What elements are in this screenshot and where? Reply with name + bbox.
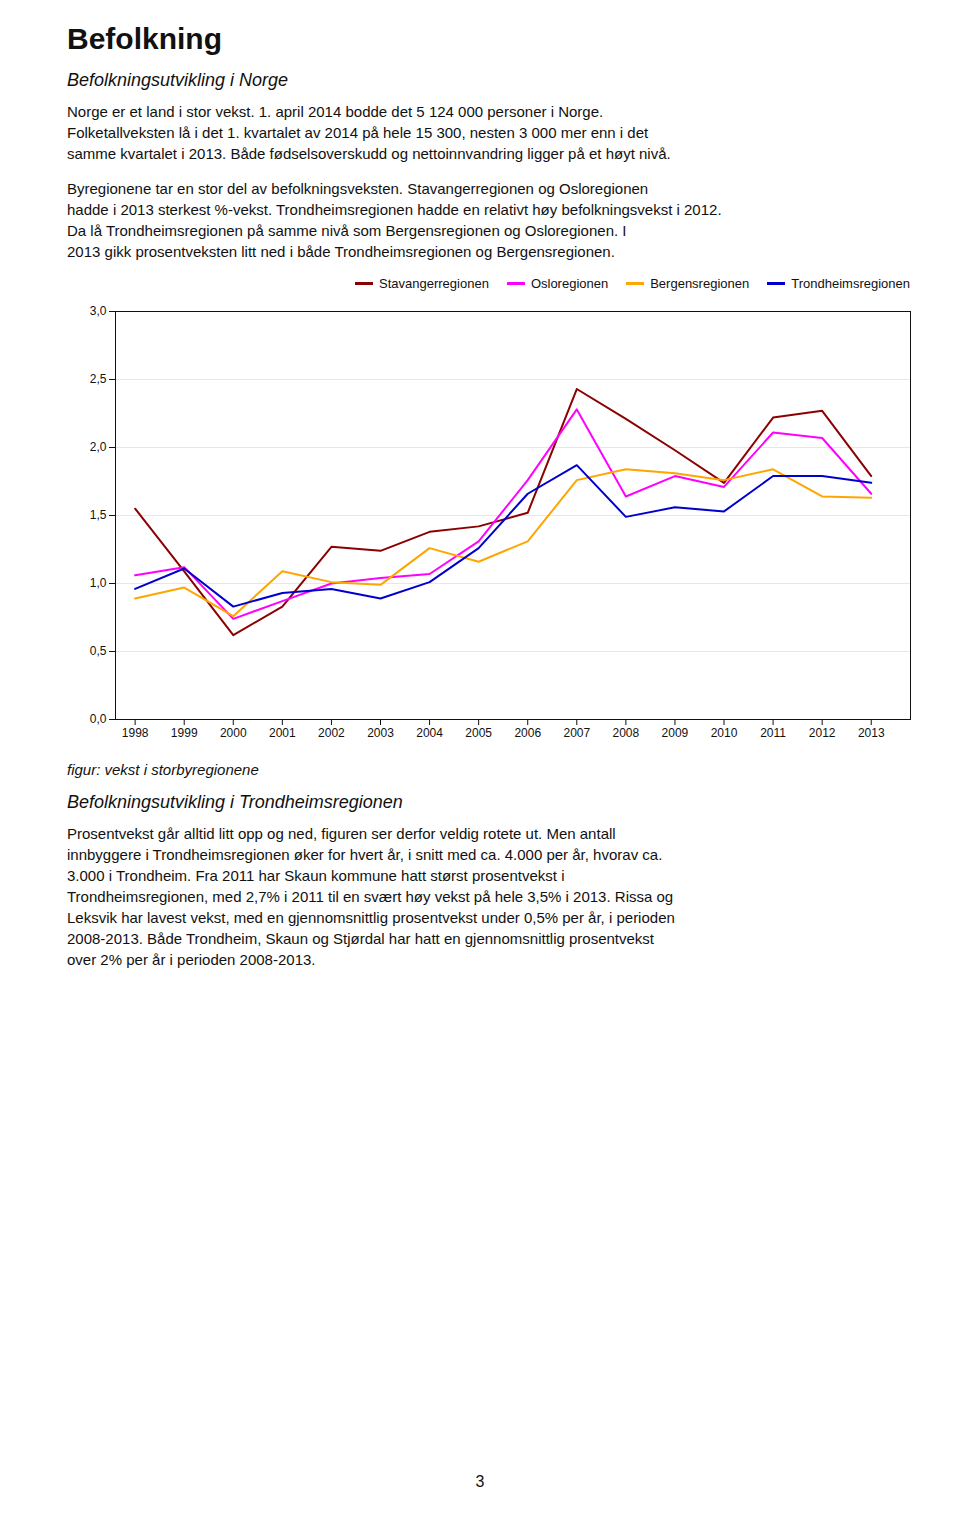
svg-text:2,5: 2,5 bbox=[90, 372, 107, 386]
html-text:Byregionene tar en stor del av: Byregionene tar en stor del av befolknin… bbox=[67, 180, 649, 197]
svg-text:0,0: 0,0 bbox=[90, 712, 107, 726]
svg-text:2010: 2010 bbox=[711, 726, 738, 740]
html-text:2013 gikk prosentveksten litt: 2013 gikk prosentveksten litt ned i både… bbox=[67, 243, 615, 260]
svg-text:0,5: 0,5 bbox=[90, 644, 107, 658]
svg-text:2013: 2013 bbox=[858, 726, 885, 740]
svg-text:2000: 2000 bbox=[220, 726, 247, 740]
svg-text:2003: 2003 bbox=[367, 726, 394, 740]
html-text:Da lå Trondheimsregionen på sa: Da lå Trondheimsregionen på samme nivå s… bbox=[67, 222, 627, 239]
svg-text:2001: 2001 bbox=[269, 726, 296, 740]
svg-text:3,0: 3,0 bbox=[90, 304, 107, 318]
html-text:innbyggere i Trondheimsregione: innbyggere i Trondheimsregionen øker for… bbox=[67, 846, 663, 863]
html-text:Stavangerregionen: Stavangerregionen bbox=[379, 276, 489, 291]
svg-text:2002: 2002 bbox=[318, 726, 345, 740]
svg-text:1,0: 1,0 bbox=[90, 576, 107, 590]
svg-text:1999: 1999 bbox=[171, 726, 198, 740]
html-text:Befolkning: Befolkning bbox=[67, 22, 222, 55]
svg-text:2006: 2006 bbox=[514, 726, 541, 740]
html-text:Befolkningsutvikling i Trondhe: Befolkningsutvikling i Trondheimsregione… bbox=[67, 792, 403, 812]
svg-text:2012: 2012 bbox=[809, 726, 836, 740]
html-text:Bergensregionen: Bergensregionen bbox=[650, 276, 750, 291]
html-text:Prosentvekst går alltid litt o: Prosentvekst går alltid litt opp og ned,… bbox=[67, 825, 616, 842]
svg-text:2007: 2007 bbox=[563, 726, 590, 740]
svg-text:2005: 2005 bbox=[465, 726, 492, 740]
html-text:hadde i 2013 sterkest %-vekst.: hadde i 2013 sterkest %-vekst. Trondheim… bbox=[67, 201, 722, 218]
svg-text:2,0: 2,0 bbox=[90, 440, 107, 454]
html-text:Folketallveksten lå i det 1. k: Folketallveksten lå i det 1. kvartalet a… bbox=[67, 124, 649, 141]
svg-text:2011: 2011 bbox=[760, 726, 786, 740]
html-text:Trondheimsregionen: Trondheimsregionen bbox=[791, 276, 910, 291]
html-text:Osloregionen: Osloregionen bbox=[530, 276, 609, 291]
html-text:3: 3 bbox=[475, 1473, 485, 1490]
html-text:Norge er et land i stor vekst.: Norge er et land i stor vekst. 1. april … bbox=[67, 103, 604, 120]
svg-text:2009: 2009 bbox=[662, 726, 689, 740]
html-text:Leksvik har lavest vekst, med: Leksvik har lavest vekst, med en gjennom… bbox=[67, 909, 675, 926]
svg-text:1998: 1998 bbox=[122, 726, 149, 740]
html-text:3.000 i Trondheim. Fra 2011 ha: 3.000 i Trondheim. Fra 2011 har Skaun ko… bbox=[67, 867, 565, 884]
html-text:2008-2013. Både Trondheim, Ska: 2008-2013. Både Trondheim, Skaun og Stjø… bbox=[67, 930, 654, 947]
html-text:Trondheimsregionen, med 2,7% i: Trondheimsregionen, med 2,7% i 2011 til … bbox=[67, 888, 674, 905]
html-text:Befolkningsutvikling i Norge: Befolkningsutvikling i Norge bbox=[67, 70, 289, 90]
html-text:over 2% per år i perioden 2008: over 2% per år i perioden 2008-2013. bbox=[67, 951, 316, 968]
svg-text:2004: 2004 bbox=[416, 726, 443, 740]
html-text:figur: vekst i storbyregionene: figur: vekst i storbyregionene bbox=[67, 761, 259, 778]
html-text:samme kvartalet i 2013. Både f: samme kvartalet i 2013. Både fødselsover… bbox=[67, 145, 671, 162]
svg-text:1,5: 1,5 bbox=[90, 508, 107, 522]
svg-text:2008: 2008 bbox=[613, 726, 640, 740]
